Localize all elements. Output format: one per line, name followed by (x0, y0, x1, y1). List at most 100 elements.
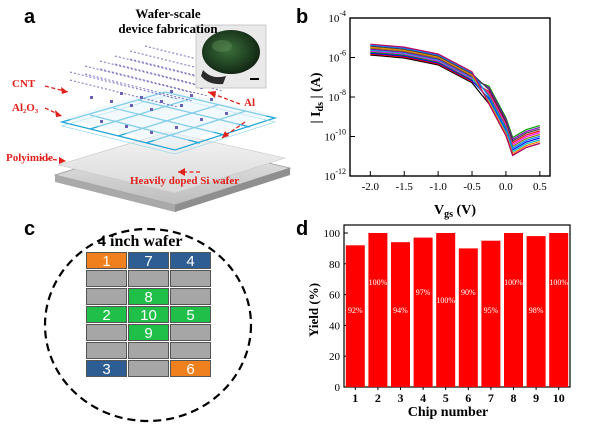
chart-d-ytick-label: 20 (329, 351, 341, 363)
chart-b-ytick-label: 10-4 (328, 9, 346, 25)
cnt-label: CNT (12, 78, 36, 90)
chip-cell: 7 (128, 252, 169, 270)
panel-a-title-line1: Wafer-scale (135, 6, 201, 21)
chip-cell: 6 (170, 360, 211, 378)
chart-d-xtick-label: 5 (443, 391, 449, 405)
yield-value-label: 100% (436, 296, 455, 305)
panel-a-fabrication-schematic (39, 24, 292, 212)
transfer-curve (370, 45, 540, 142)
yield-bar (481, 240, 501, 387)
chart-b-ytick-label: 10-6 (328, 49, 346, 65)
panel-a-title-line2: device fabrication (118, 21, 218, 36)
chart-d-ytick-label: 0 (335, 382, 341, 394)
chip-cell: 10 (128, 306, 169, 324)
transfer-curve (370, 46, 540, 155)
transfer-curve (370, 43, 540, 157)
al2o3-label: Al₂O₃ (12, 102, 39, 114)
transfer-curve (370, 51, 540, 139)
yield-value-label: 92% (348, 306, 363, 315)
yield-value-label: 90% (461, 288, 476, 297)
yield-bar (458, 248, 478, 387)
chart-d-ylabel: Yield (%) (306, 283, 321, 337)
empty-cell (128, 360, 169, 377)
yield-bar (345, 245, 365, 387)
yield-value-label: 100% (549, 278, 568, 287)
chip-cell: 1 (86, 252, 127, 270)
empty-cell (86, 342, 127, 359)
chart-d-ytick-label: 80 (329, 259, 341, 271)
chart-d-xtick-label: 7 (488, 391, 494, 405)
yield-value-label: 100% (504, 278, 523, 287)
transfer-curve (370, 53, 540, 144)
transfer-curve (370, 49, 540, 153)
yield-bar (549, 233, 569, 387)
chart-d-xtick-label: 8 (511, 391, 517, 405)
chip-cell: 4 (170, 252, 211, 270)
chart-d-xtick-label: 2 (375, 391, 381, 405)
chart-b-frame (349, 17, 551, 177)
yield-bar (413, 237, 433, 387)
transfer-curve-chart: -2.0 -1.5 -1.0 -0.5 0.0 0.5 10-12 10-10 10-8 10-6… (309, 9, 551, 220)
transfer-curve (370, 50, 540, 146)
chart-d-ytick-label: 100 (324, 228, 341, 240)
chart-d-ytick-label: 40 (329, 320, 341, 332)
wafer-photo-inset (195, 24, 267, 89)
chart-b-xtick-label: -2.0 (362, 181, 380, 193)
empty-cell (170, 342, 211, 359)
yield-bar (391, 242, 410, 387)
empty-cell (170, 270, 211, 287)
transfer-curve (370, 44, 540, 150)
chip-cell: 3 (86, 360, 127, 378)
transfer-curve (370, 52, 540, 151)
panel-c-letter: c (24, 218, 36, 240)
chart-d-xlabel: Chip number (408, 405, 489, 420)
yield-bar (368, 233, 388, 387)
chart-d-ytick-label: 60 (329, 290, 341, 302)
wafer-outline (43, 227, 253, 423)
chart-b-ytick-label: 10-12 (324, 167, 346, 183)
chart-b-ytick-label: 10-10 (324, 128, 346, 144)
chart-d-frame (343, 224, 571, 388)
yield-value-label: 97% (416, 288, 431, 297)
chart-d-xtick-label: 3 (398, 391, 404, 405)
chip-cell: 2 (86, 306, 127, 324)
empty-cell (170, 324, 211, 341)
chip-cell: 5 (170, 306, 211, 324)
panel-a-title: Wafer-scale device fabrication (112, 6, 224, 36)
si-wafer-label: Heavily doped Si wafer (130, 175, 240, 187)
yield-bar-chart: Chip number Yield (%) 0 20 40 60 80 100 92% 1 10… (306, 224, 571, 420)
panel-a-letter: a (24, 6, 36, 28)
chart-b-xtick-label: -1.0 (429, 181, 447, 193)
al2o3-layer (64, 88, 272, 145)
empty-cell (86, 270, 127, 287)
polyimide-label: Polyimide (6, 152, 54, 164)
wafer-map (43, 227, 253, 423)
empty-cell (128, 342, 169, 359)
chart-b-xtick-label: -1.5 (396, 181, 414, 193)
chip-cell: 9 (128, 324, 169, 342)
chart-d-xtick-label: 9 (533, 391, 539, 405)
chart-d-xtick-label: 6 (465, 391, 471, 405)
yield-value-label: 95% (484, 306, 499, 315)
empty-cell (86, 288, 127, 305)
chart-b-xtick-label: -0.5 (463, 181, 481, 193)
chart-d-xtick-label: 4 (420, 391, 426, 405)
empty-cell (170, 288, 211, 305)
chart-d-xtick-label: 10 (553, 391, 565, 405)
yield-bar (526, 236, 546, 387)
yield-bar (436, 233, 456, 387)
transfer-curve (370, 47, 540, 148)
transfer-curve (370, 48, 540, 141)
yield-value-label: 98% (529, 306, 544, 315)
empty-cell (128, 270, 169, 287)
chart-d-xtick-label: 1 (352, 391, 358, 405)
chip-cell: 8 (128, 288, 169, 306)
yield-value-label: 94% (393, 306, 408, 315)
chart-b-xtick-label: 0.0 (499, 181, 513, 193)
yield-value-label: 100% (369, 278, 388, 287)
chip-grid: 1 7 4 8 2 10 5 9 3 6 (86, 252, 212, 378)
chart-b-ylabel: | Ids | (A) (309, 72, 326, 123)
panel-b-letter: b (296, 6, 309, 28)
chart-b-xtick-label: 0.5 (533, 181, 547, 193)
wafer-label: 4 inch wafer (98, 233, 183, 250)
